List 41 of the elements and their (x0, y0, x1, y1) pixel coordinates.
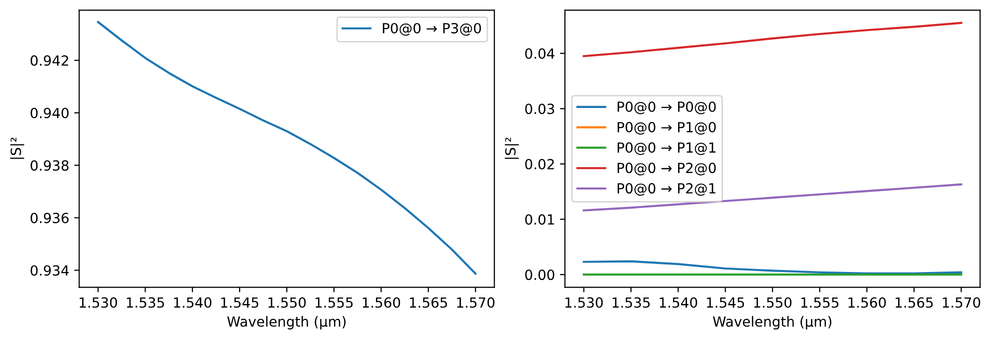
x-tick-label: 1.565 (410, 297, 447, 308)
legend-label: P0@0 → P3@0 (382, 22, 481, 36)
x-tick-label: 1.535 (126, 297, 164, 308)
legend-label: P0@0 → P2@1 (618, 183, 716, 196)
x-tick-label: 1.550 (268, 297, 306, 308)
y-tick-label: 0.02 (525, 158, 554, 170)
y-tick-label: 0.01 (525, 214, 554, 225)
x-tick-label: 1.555 (316, 297, 353, 308)
legend-label: P0@0 → P1@1 (618, 142, 716, 155)
line-series (582, 22, 962, 58)
x-tick-label: 1.560 (848, 297, 886, 308)
x-axis-title: Wavelength (µm) (227, 316, 346, 330)
x-axis-title: Wavelength (µm) (712, 316, 832, 330)
line-series (582, 260, 962, 275)
x-tick-label: 1.570 (942, 297, 980, 308)
legend-label: P0@0 → P2@0 (618, 162, 716, 176)
x-tick-label: 1.565 (896, 297, 933, 308)
x-tick-label: 1.540 (174, 297, 212, 308)
x-tick-label: 1.535 (612, 297, 650, 308)
x-tick-label: 1.555 (801, 297, 838, 308)
y-tick-label: 0.936 (30, 212, 69, 224)
y-tick-label: 0.940 (30, 108, 69, 118)
y-tick-label: 0.942 (30, 55, 68, 66)
x-tick-label: 1.545 (221, 297, 258, 308)
y-tick-label: 0.04 (525, 48, 554, 59)
x-tick-label: 1.545 (706, 297, 744, 308)
x-tick-label: 1.570 (457, 297, 494, 308)
y-tick-label: 0.938 (30, 160, 69, 171)
x-tick-label: 1.530 (565, 297, 603, 308)
y-tick-label: 0.03 (525, 104, 554, 114)
y-axis-title: |S|² (10, 138, 24, 159)
y-axis-title: |S|² (504, 138, 519, 159)
x-tick-label: 1.540 (660, 297, 698, 308)
x-tick-label: 1.550 (754, 297, 792, 308)
y-tick-label: 0.934 (30, 265, 69, 276)
x-tick-label: 1.530 (80, 297, 118, 308)
legend-label: P0@0 → P1@0 (618, 122, 716, 135)
line-series (582, 183, 962, 212)
legend-label: P0@0 → P0@0 (618, 102, 716, 114)
y-tick-label: 0.00 (525, 270, 554, 280)
x-tick-label: 1.560 (362, 297, 400, 308)
